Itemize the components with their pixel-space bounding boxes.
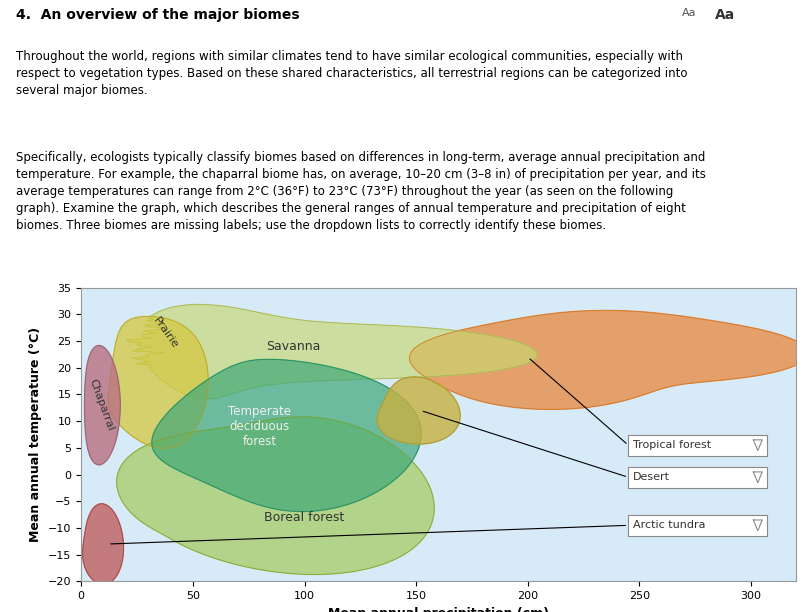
Polygon shape: [152, 359, 421, 512]
Text: Tropical forest: Tropical forest: [632, 440, 710, 450]
Polygon shape: [376, 377, 460, 444]
Polygon shape: [84, 345, 120, 465]
FancyBboxPatch shape: [628, 466, 766, 488]
Polygon shape: [409, 310, 807, 409]
Text: Throughout the world, regions with similar climates tend to have similar ecologi: Throughout the world, regions with simil…: [16, 50, 687, 97]
FancyBboxPatch shape: [628, 515, 766, 536]
Text: Prairie: Prairie: [152, 316, 180, 351]
Text: Temperate
deciduous
forest: Temperate deciduous forest: [228, 405, 291, 448]
FancyBboxPatch shape: [628, 435, 766, 456]
Text: 4.  An overview of the major biomes: 4. An overview of the major biomes: [16, 8, 299, 22]
Y-axis label: Mean annual temperature (°C): Mean annual temperature (°C): [29, 327, 42, 542]
Text: Boreal forest: Boreal forest: [264, 511, 344, 524]
Text: Savanna: Savanna: [266, 340, 320, 353]
Text: Aa: Aa: [714, 8, 734, 22]
Text: Desert: Desert: [632, 472, 669, 482]
Polygon shape: [83, 504, 123, 584]
Text: Chaparral: Chaparral: [87, 378, 115, 433]
Text: Specifically, ecologists typically classify biomes based on differences in long-: Specifically, ecologists typically class…: [16, 151, 706, 233]
Polygon shape: [117, 417, 434, 575]
Polygon shape: [127, 304, 537, 399]
X-axis label: Mean annual precipitation (cm): Mean annual precipitation (cm): [328, 606, 548, 612]
Text: Arctic tundra: Arctic tundra: [632, 520, 705, 531]
Text: Aa: Aa: [681, 8, 696, 18]
Polygon shape: [108, 316, 208, 449]
